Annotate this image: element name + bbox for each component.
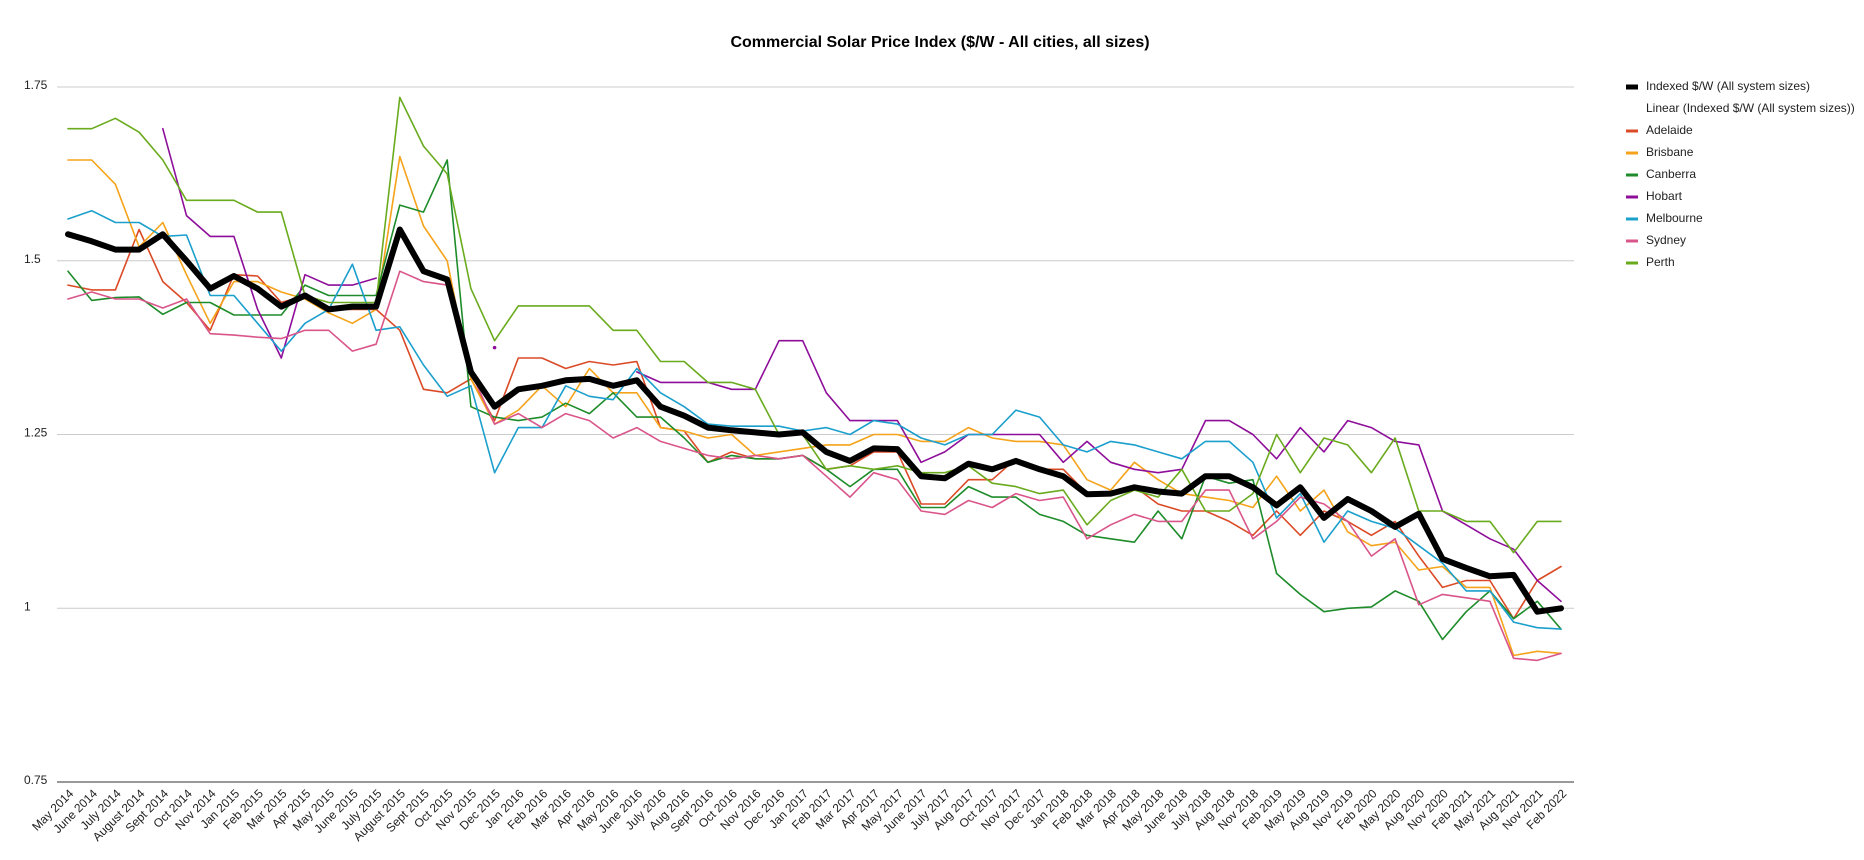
legend-label: Sydney	[1646, 233, 1686, 247]
legend-label: Adelaide	[1646, 123, 1693, 137]
series-line	[67, 96, 1562, 554]
series-line	[162, 127, 1562, 603]
series-line	[65, 226, 1564, 615]
legend-label: Hobart	[1646, 189, 1683, 203]
legend-label: Perth	[1646, 255, 1675, 269]
series-line	[67, 155, 1562, 657]
y-tick-label: 1.25	[24, 426, 48, 440]
series-line	[67, 159, 1562, 641]
y-tick-label: 1	[24, 599, 31, 613]
legend-label: Linear (Indexed $/W (All system sizes))	[1646, 101, 1855, 115]
series-line	[67, 209, 1562, 630]
series-point	[492, 345, 497, 350]
y-tick-label: 1.5	[24, 252, 41, 266]
y-tick-label: 1.75	[24, 78, 48, 92]
chart-title: Commercial Solar Price Index ($/W - All …	[730, 34, 1149, 51]
legend-label: Brisbane	[1646, 145, 1694, 159]
series-line	[67, 228, 1562, 620]
series-line	[67, 270, 1562, 662]
legend-label: Canberra	[1646, 167, 1696, 181]
y-tick-label: 0.75	[24, 773, 48, 787]
legend-label: Indexed $/W (All system sizes)	[1646, 79, 1810, 93]
legend-label: Melbourne	[1646, 211, 1703, 225]
